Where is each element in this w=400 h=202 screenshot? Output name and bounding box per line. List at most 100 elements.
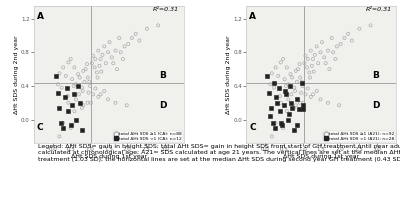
Point (304, 57, 311, 61)
Point (284, 109, 290, 113)
Point (309, 64, 315, 67)
Point (319, 41, 325, 44)
Point (271, 86, 277, 89)
Point (285, 83, 292, 86)
Point (278, 121, 284, 125)
Point (285, 98, 292, 101)
Point (317, 98, 324, 101)
Point (317, 51, 324, 54)
Point (58, 86, 65, 89)
Point (71, 109, 78, 113)
Point (112, 101, 119, 104)
Point (76, 101, 83, 104)
Point (325, 49, 331, 52)
Point (302, 93, 309, 96)
Point (291, 106, 298, 109)
Point (65, 61, 72, 64)
Point (297, 76, 304, 79)
Legend: total ΔHt SDS ≥1 (CA): n=88, total ΔHt SDS <1 (CA): n=12: total ΔHt SDS ≥1 (CA): n=88, total ΔHt S… (113, 131, 183, 142)
Point (76, 76, 83, 79)
Point (288, 93, 294, 96)
Point (304, 66, 310, 69)
Point (328, 36, 335, 40)
Point (308, 49, 314, 52)
Point (336, 104, 342, 107)
Point (277, 94, 283, 98)
Point (281, 104, 287, 107)
Point (300, 101, 306, 104)
Point (106, 41, 113, 44)
Point (97, 57, 104, 61)
Point (286, 84, 293, 87)
Point (68, 57, 74, 61)
Point (295, 67, 301, 71)
Point (56, 72, 63, 75)
Point (315, 62, 322, 65)
Point (345, 32, 351, 35)
Point (289, 106, 296, 109)
Point (281, 78, 288, 81)
Point (275, 87, 282, 90)
Point (86, 80, 92, 83)
Point (120, 57, 126, 61)
Point (300, 108, 306, 111)
Point (68, 123, 74, 126)
Point (79, 86, 85, 89)
Point (325, 101, 331, 104)
Point (290, 128, 297, 131)
Point (118, 51, 124, 54)
Point (95, 95, 102, 99)
Point (70, 84, 77, 87)
Point (272, 126, 278, 130)
Point (65, 101, 72, 104)
Point (136, 39, 143, 42)
Point (80, 69, 86, 73)
Point (98, 70, 104, 73)
Point (269, 72, 275, 75)
Point (60, 126, 66, 130)
Point (85, 91, 92, 94)
Point (302, 54, 309, 57)
Point (101, 45, 108, 48)
Point (296, 62, 303, 66)
Point (79, 128, 85, 131)
Point (356, 27, 362, 30)
Point (266, 91, 272, 94)
Point (269, 135, 275, 138)
Point (144, 27, 150, 30)
Point (278, 61, 284, 64)
Point (55, 91, 61, 94)
Point (280, 126, 286, 130)
Point (291, 86, 298, 89)
Point (314, 45, 320, 48)
Point (97, 93, 104, 96)
Point (105, 51, 111, 54)
Point (121, 45, 128, 48)
Point (82, 67, 89, 71)
Point (284, 66, 290, 69)
Point (284, 118, 291, 121)
Point (79, 106, 85, 109)
Point (114, 67, 120, 71)
Point (58, 121, 64, 125)
Point (92, 57, 98, 61)
Point (80, 104, 86, 107)
Point (307, 76, 313, 79)
Point (56, 106, 63, 109)
Point (310, 93, 316, 96)
Point (90, 54, 96, 57)
Point (292, 89, 298, 93)
Point (110, 62, 116, 65)
X-axis label: ΔHt SDS during 1st year: ΔHt SDS during 1st year (283, 154, 359, 159)
Point (293, 98, 300, 101)
Point (321, 56, 327, 59)
Point (69, 78, 75, 81)
Point (294, 123, 300, 126)
Point (60, 66, 66, 69)
Point (91, 66, 98, 69)
Point (264, 74, 270, 78)
Point (103, 62, 109, 65)
Legend: total ΔHt SDS ≥1 (A21): n=92, total ΔHt SDS <1 (A21): n=28: total ΔHt SDS ≥1 (A21): n=92, total ΔHt … (323, 131, 395, 142)
Point (52, 74, 59, 78)
Point (76, 93, 82, 96)
